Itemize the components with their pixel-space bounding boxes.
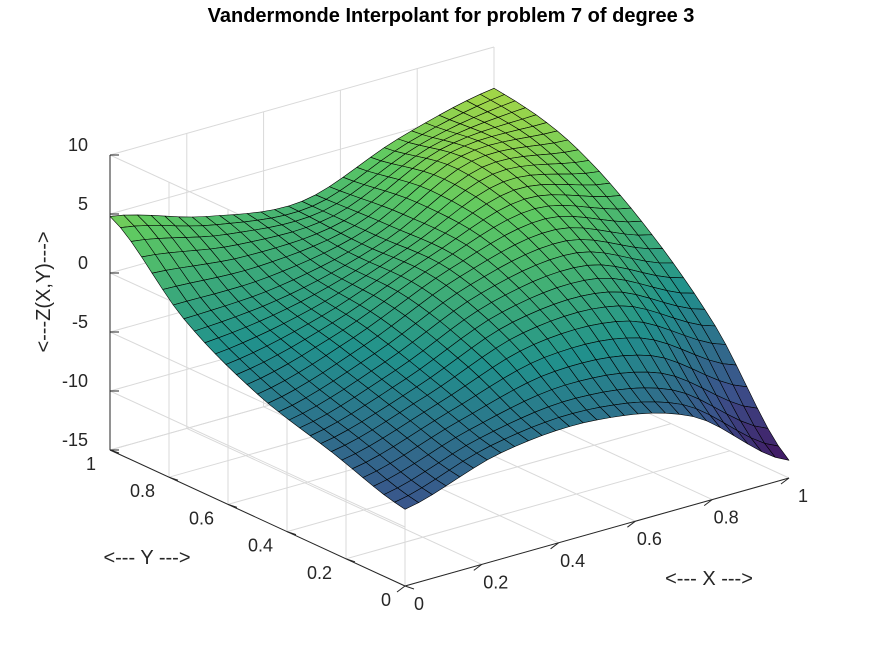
y-tick-label: 0.4: [248, 536, 273, 556]
x-axis-line: [404, 477, 790, 587]
y-tick-label: 0: [381, 590, 391, 610]
grid-line: [186, 427, 483, 565]
x-tick-mark: [780, 477, 790, 485]
x-tick-mark: [473, 564, 483, 571]
y-tick-mark: [404, 585, 415, 590]
y-tick-mark: [168, 476, 179, 481]
z-tick-label: -15: [62, 430, 88, 450]
y-tick-mark: [286, 531, 297, 536]
x-tick-mark: [627, 520, 636, 528]
y-tick-mark: [227, 503, 238, 508]
x-axis-label: <--- X --->: [665, 568, 753, 590]
grid-line: [345, 450, 731, 560]
x-tick-label: 1: [798, 486, 808, 506]
y-tick-label: 0.8: [130, 481, 155, 501]
grid-line: [109, 390, 406, 528]
y-tick-label: 0.2: [307, 563, 332, 583]
y-tick-mark: [345, 558, 356, 563]
y-axis-line: [109, 449, 406, 587]
x-tick-label: 0.4: [560, 551, 585, 571]
x-tick-label: 0: [414, 594, 424, 614]
z-axis-label: <---Z(X,Y)--->: [33, 231, 55, 352]
surface-facet: [764, 443, 790, 461]
z-tick-label: -10: [62, 371, 88, 391]
grid-line: [109, 46, 495, 156]
y-axis-label: <--- Y --->: [103, 547, 190, 569]
x-tick-mark: [396, 585, 406, 593]
axes-lines: [109, 154, 790, 593]
z-tick-label: -5: [72, 312, 88, 332]
surface-mesh: [109, 88, 790, 510]
chart-title: Vandermonde Interpolant for problem 7 of…: [208, 5, 695, 27]
z-tick-label: 5: [78, 194, 88, 214]
grid-line: [286, 423, 672, 533]
x-tick-label: 0.2: [483, 572, 508, 592]
x-tick-label: 0.6: [637, 529, 662, 549]
x-tick-mark: [703, 499, 713, 507]
z-tick-label: 0: [78, 253, 88, 273]
z-tick-label: 10: [68, 135, 88, 155]
x-tick-mark: [550, 542, 559, 550]
y-tick-label: 0.6: [189, 508, 214, 528]
y-tick-label: 1: [86, 454, 96, 474]
x-tick-label: 0.8: [714, 508, 739, 528]
